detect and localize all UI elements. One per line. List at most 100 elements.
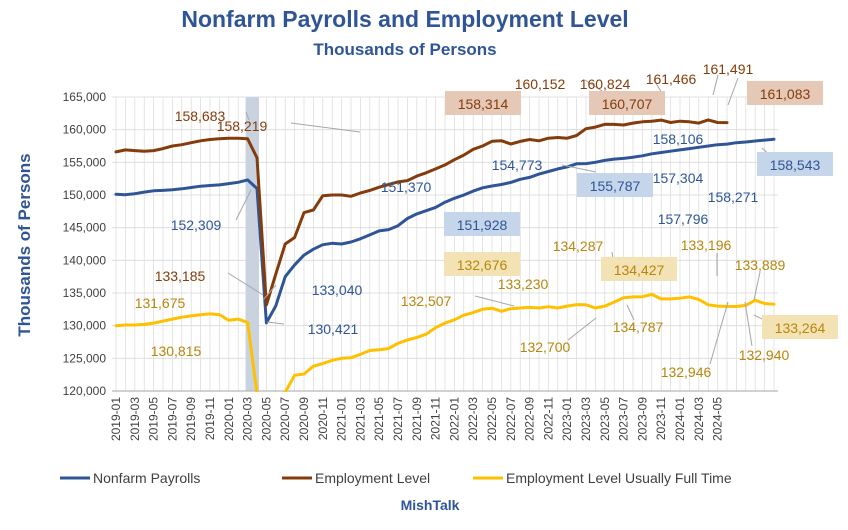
legend-label-fulltime: Employment Level Usually Full Time: [506, 470, 732, 486]
annotation-label: 158,314: [458, 96, 509, 112]
x-tick-label: 2021-01: [335, 397, 349, 441]
annotation-label: 158,219: [217, 118, 268, 134]
y-tick-label: 145,000: [63, 221, 107, 235]
annotation-label: 158,106: [653, 131, 704, 147]
annotation-label: 132,940: [739, 347, 790, 363]
annotation-leader: [712, 74, 719, 96]
x-tick-label: 2019-09: [184, 397, 198, 441]
annotation-label: 151,928: [457, 217, 508, 233]
annotation-label: 134,427: [614, 262, 665, 278]
annotation-leader: [744, 301, 753, 347]
y-tick-label: 150,000: [63, 188, 107, 202]
annotation-label: 158,543: [770, 157, 821, 173]
annotation-label: 155,787: [590, 178, 641, 194]
plot-area: 120,000 125,000 130,000 135,000 140,000 145,0…: [63, 61, 838, 441]
annotation-label: 131,675: [135, 295, 186, 311]
annotation-label: 132,676: [457, 257, 508, 273]
annotation-leader: [727, 77, 739, 106]
annotation-label: 134,787: [613, 319, 664, 335]
x-tick-label: 2023-07: [617, 397, 631, 441]
annotation-label: 151,370: [381, 179, 432, 195]
annotation-leader: [626, 304, 635, 321]
annotation-label: 133,264: [775, 320, 826, 336]
annotation-label: 130,815: [151, 343, 202, 359]
annotation-label: 160,152: [515, 76, 566, 92]
x-tick-label: 2023-05: [598, 397, 612, 441]
y-tick-label: 140,000: [63, 253, 107, 267]
annotation-box: [589, 91, 665, 115]
x-tick-label: 2020-01: [222, 397, 236, 441]
x-tick-label: 2021-03: [353, 397, 367, 441]
annotation-label: 132,507: [401, 293, 452, 309]
annotation-leader: [290, 122, 361, 133]
y-tick-label: 160,000: [63, 123, 107, 137]
x-tick-label: 2019-01: [109, 397, 123, 441]
annotation-leader: [235, 189, 252, 221]
x-tick-label: 2019-03: [128, 397, 142, 441]
series-line-employment: [114, 118, 729, 307]
x-tick-label: 2021-05: [372, 397, 386, 441]
legend-label-nonfarm: Nonfarm Payrolls: [93, 470, 200, 486]
legend-label-employment: Employment Level: [315, 470, 430, 486]
series-line-nonfarm: [114, 137, 776, 325]
chart-subtitle: Thousands of Persons: [313, 40, 496, 59]
x-tick-label: 2021-09: [410, 397, 424, 441]
annotation-label: 161,083: [760, 86, 811, 102]
y-tick-label: 155,000: [63, 155, 107, 169]
annotation-label: 158,271: [708, 189, 759, 205]
y-tick-label: 130,000: [63, 319, 107, 333]
annotation-label: 132,700: [520, 339, 571, 355]
x-tick-label: 2021-11: [429, 397, 443, 440]
y-tick-label: 120,000: [63, 384, 107, 398]
annotation-leader: [709, 301, 729, 365]
y-tick-label: 125,000: [63, 351, 107, 365]
annotation-label: 133,196: [681, 237, 732, 253]
x-tick-label: 2021-07: [391, 397, 405, 441]
annotation-label: 133,040: [312, 282, 363, 298]
annotation-box: [577, 173, 653, 197]
annotation-leader: [227, 272, 264, 296]
annotation-label: 160,707: [602, 96, 653, 112]
annotation-leader: [245, 111, 250, 121]
x-tick-label: 2020-03: [241, 397, 255, 441]
annotation-label: 157,304: [653, 170, 704, 186]
x-tick-label: 2022-09: [523, 397, 537, 441]
annotation-label: 157,796: [658, 211, 709, 227]
x-tick-label: 2024-01: [673, 397, 687, 441]
annotation-box: [747, 81, 823, 105]
annotation-label: 130,421: [308, 321, 359, 337]
annotation-label: 132,946: [661, 364, 712, 380]
x-tick-label: 2024-05: [711, 397, 725, 441]
x-tick-label: 2023-01: [560, 397, 574, 441]
annotation-box: [445, 91, 521, 115]
x-tick-label: 2022-07: [504, 397, 518, 441]
x-tick-label: 2022-01: [447, 397, 461, 441]
y-axis-label: Thousands of Persons: [15, 153, 34, 336]
source-label: MishTalk: [401, 497, 460, 513]
y-tick-label: 165,000: [63, 90, 107, 104]
x-tick-label: 2022-11: [541, 397, 555, 440]
x-tick-label: 2020-09: [297, 397, 311, 441]
annotation-box: [757, 152, 833, 176]
x-tick-label: 2019-07: [165, 397, 179, 441]
annotation-label: 133,185: [155, 268, 206, 284]
x-tick-label: 2020-07: [278, 397, 292, 441]
x-tick-label: 2023-03: [579, 397, 593, 441]
recession-shading: [245, 97, 259, 391]
annotation-label: 158,683: [175, 108, 226, 124]
annotation-box: [601, 257, 677, 281]
annotation-box: [444, 212, 520, 236]
annotation-box: [762, 315, 838, 339]
x-tick-label: 2023-09: [635, 397, 649, 441]
x-tick-label: 2019-05: [147, 397, 161, 441]
annotation-leader: [266, 321, 285, 325]
x-tick-label: 2023-11: [654, 397, 668, 440]
annotation-label: 152,309: [171, 217, 222, 233]
annotation-leader: [567, 317, 597, 341]
axis-mask: [110, 392, 780, 396]
x-tick-label: 2022-05: [485, 397, 499, 441]
annotation-leader: [561, 164, 597, 173]
annotation-label: 133,230: [498, 276, 549, 292]
annotation-label: 133,889: [735, 257, 786, 273]
